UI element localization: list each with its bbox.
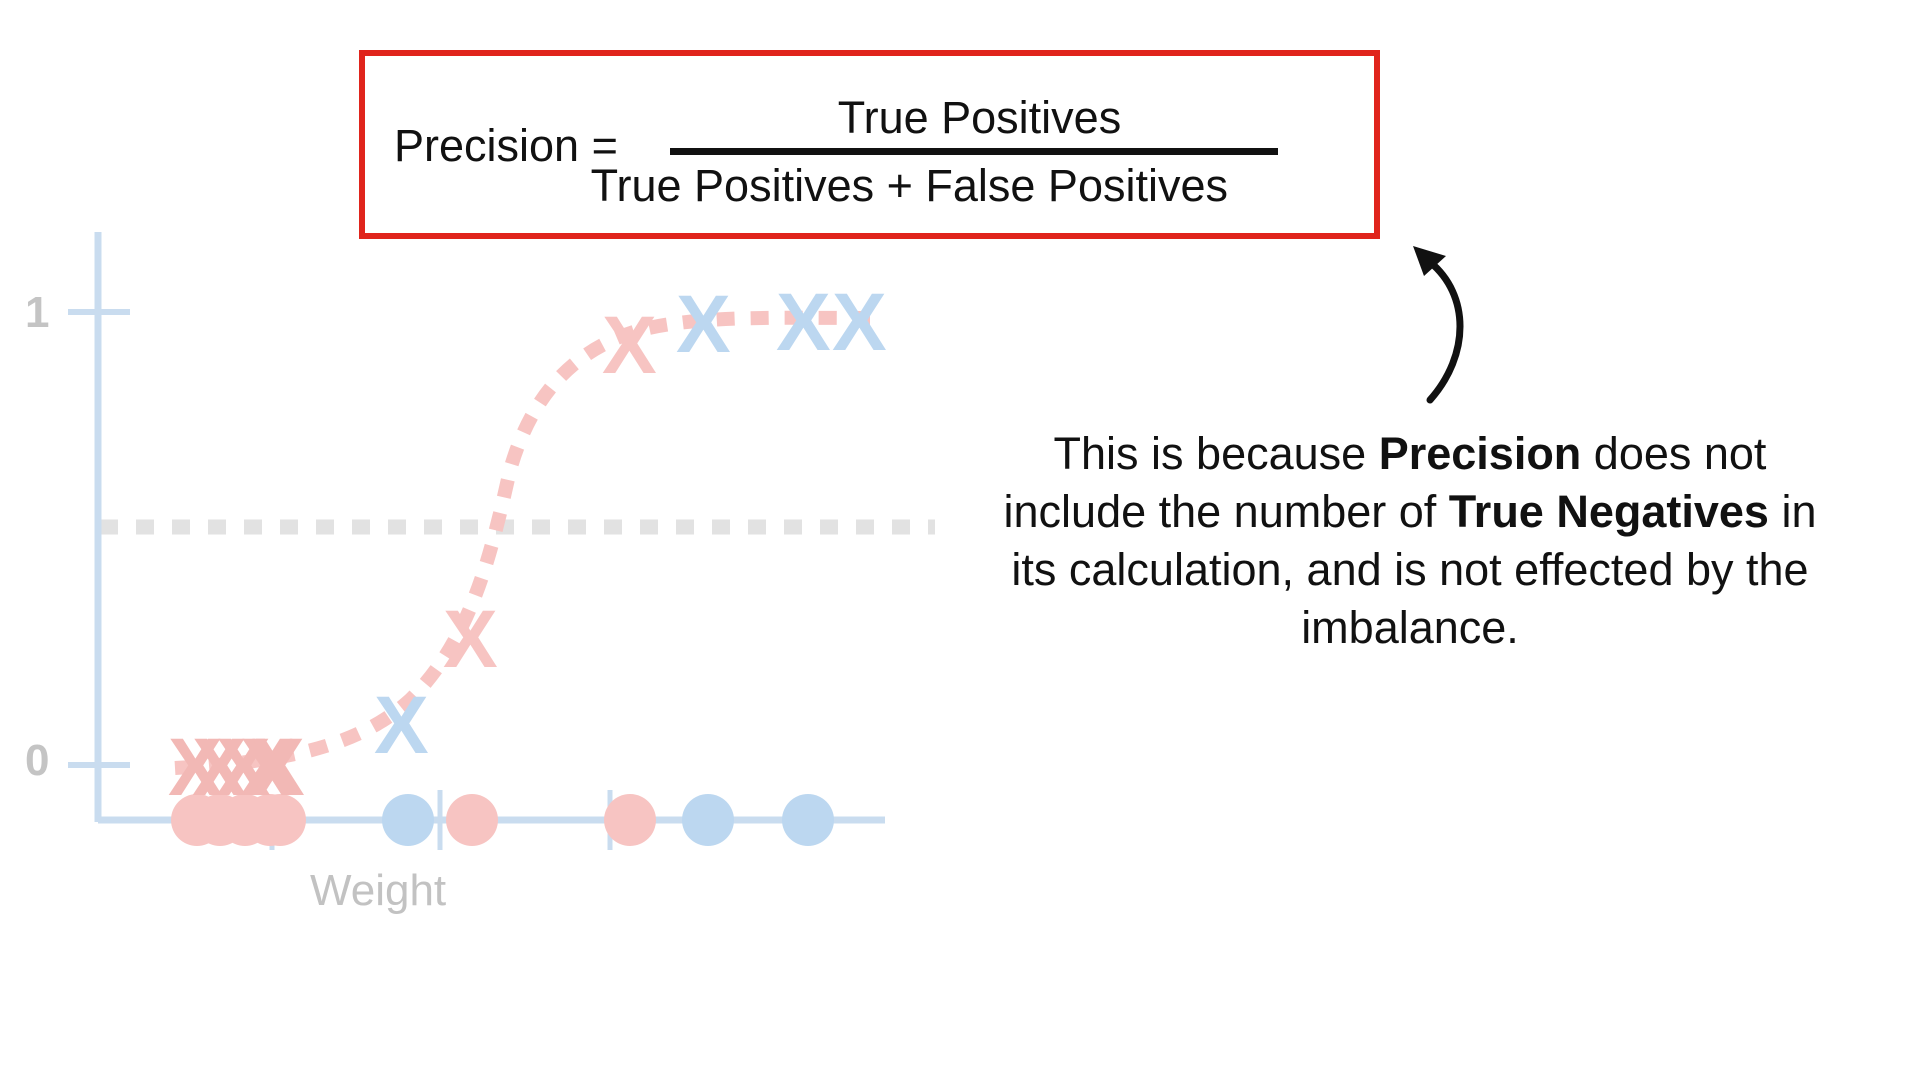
x-markers-pink: X X X X X X X [168, 300, 657, 813]
arrow-head-icon [1413, 246, 1446, 276]
x-axis-label: Weight [310, 866, 446, 915]
x-markers-blue: X X X X [374, 277, 887, 771]
x-marker: X [216, 722, 271, 813]
data-point [682, 794, 734, 846]
x-marker: X [168, 722, 223, 813]
axis-points-blue [382, 794, 834, 846]
data-point [254, 794, 306, 846]
callout-text-part: does not include the number of [1003, 428, 1767, 537]
x-marker: X [602, 300, 657, 391]
callout-bold-precision: Precision [1378, 428, 1582, 479]
data-point [782, 794, 834, 846]
x-marker: X [676, 279, 731, 370]
data-point [446, 794, 498, 846]
y-tick-label-0: 0 [25, 736, 49, 785]
callout-text-part: in its calculation, and is not effected … [1011, 486, 1817, 653]
fraction-bar [670, 148, 1278, 155]
y-tick-label-1: 1 [25, 288, 49, 337]
x-marker: X [443, 594, 498, 685]
axis-points-pink [171, 794, 656, 846]
callout-text: This is because Precision does not inclu… [1000, 425, 1820, 657]
callout-bold-true-negatives: True Negatives [1448, 486, 1769, 537]
data-point [382, 794, 434, 846]
formula-numerator: True Positives [837, 92, 1122, 143]
callout-text-part: This is because [1053, 428, 1379, 479]
data-point [604, 794, 656, 846]
formula-denominator: True Positives + False Positives [590, 160, 1228, 211]
logistic-curve [174, 310, 871, 775]
x-marker: X [192, 722, 247, 813]
formula-lhs: Precision = [394, 120, 618, 171]
precision-formula-box: Precision = True Positives True Positive… [359, 50, 1380, 239]
x-marker: X [776, 277, 831, 368]
x-marker: X [240, 722, 295, 813]
x-marker: X [374, 680, 429, 771]
x-marker: X [832, 277, 887, 368]
callout-arrow [1426, 258, 1464, 404]
x-marker: X [250, 722, 305, 813]
